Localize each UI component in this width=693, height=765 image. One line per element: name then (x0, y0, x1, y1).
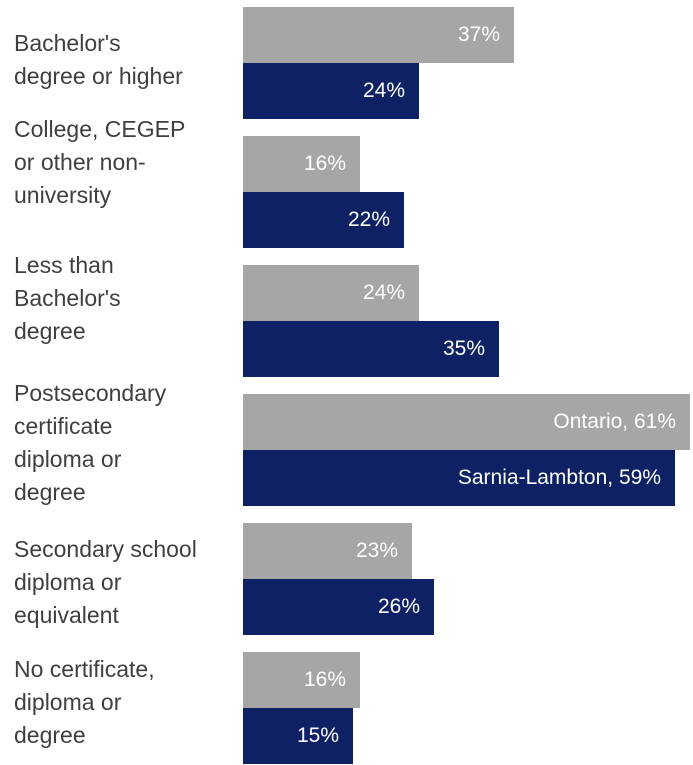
bar-sarnia-lambton: 24% (243, 63, 419, 119)
bar-ontario: 16% (243, 136, 360, 192)
data-label: 23% (355, 539, 398, 562)
data-label: 22% (347, 208, 390, 231)
category-label-line: Bachelor's (14, 285, 121, 311)
category-label-line: diploma or (14, 689, 122, 715)
bar-ontario: 16% (243, 652, 360, 708)
category-label-line: degree or higher (14, 63, 183, 89)
category-label: Postsecondary certificate diploma or degree (14, 377, 239, 509)
category-label-line: or other non- (14, 149, 146, 175)
data-label: 24% (362, 281, 405, 304)
bar-ontario: 23% (243, 523, 412, 579)
category-label-line: university (14, 182, 112, 208)
category-label: No certificate, diploma or degree (14, 653, 239, 752)
data-label: 16% (303, 668, 346, 691)
data-label: 37% (457, 23, 500, 46)
bar-sarnia-lambton: 35% (243, 321, 499, 377)
bar-sarnia-lambton: 22% (243, 192, 404, 248)
category-label-line: certificate (14, 413, 113, 439)
data-label: 16% (303, 152, 346, 175)
bar-sarnia-lambton: 26% (243, 579, 434, 635)
bar-ontario: 24% (243, 265, 419, 321)
data-label: Sarnia-Lambton, 59% (457, 466, 661, 489)
category-label-line: Postsecondary (14, 380, 167, 406)
category-label-line: Less than (14, 252, 114, 278)
data-label: 35% (442, 337, 485, 360)
bar-ontario: 37% (243, 7, 514, 63)
category-label-line: degree (14, 479, 86, 505)
category-label: College, CEGEP or other non-university (14, 113, 239, 212)
category-label: Secondary school diploma or equivalent (14, 533, 239, 632)
category-label-line: diploma or (14, 569, 122, 595)
category-label-line: degree (14, 722, 86, 748)
data-label: 24% (362, 79, 405, 102)
category-label-line: diploma or (14, 446, 122, 472)
category-label: Bachelor's degree or higher (14, 27, 239, 93)
category-label-line: Bachelor's (14, 30, 121, 56)
category-label-line: College, CEGEP (14, 116, 186, 142)
category-label-line: equivalent (14, 602, 119, 628)
category-label-line: No certificate, (14, 656, 155, 682)
bar-sarnia-lambton: 15% (243, 708, 353, 764)
category-label: Less than Bachelor's degree (14, 249, 239, 348)
data-label: Ontario, 61% (553, 410, 676, 433)
bar-ontario: Ontario, 61% (243, 394, 690, 450)
category-label-line: degree (14, 318, 86, 344)
bar-sarnia-lambton: Sarnia-Lambton, 59% (243, 450, 675, 506)
data-label: 26% (377, 595, 420, 618)
category-label-line: Secondary school (14, 536, 197, 562)
data-label: 15% (296, 724, 339, 747)
